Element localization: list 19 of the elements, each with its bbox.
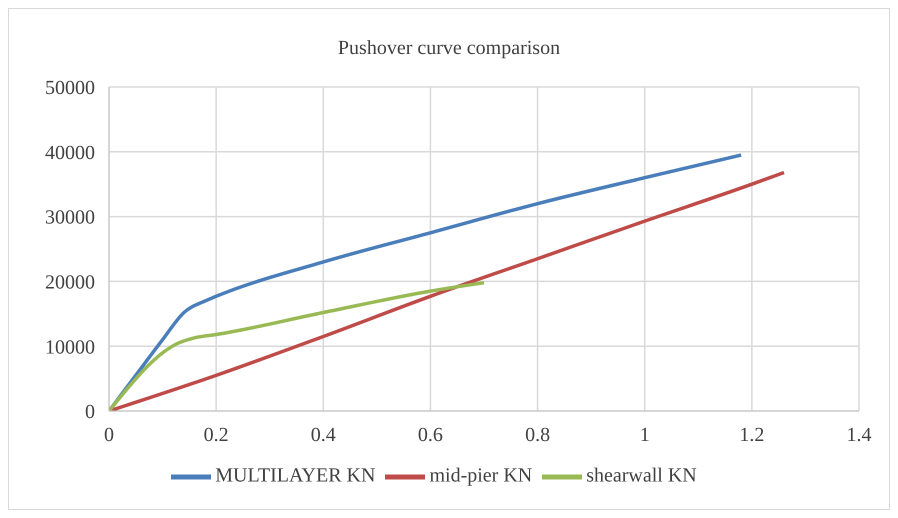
x-tick-label: 0.4 (310, 424, 336, 446)
x-tick-label: 0.6 (418, 424, 443, 446)
chart-title: Pushover curve comparison (336, 36, 562, 61)
x-tick-label: 1.2 (739, 424, 764, 446)
y-tick-label: 10000 (45, 336, 95, 358)
y-tick-label: 40000 (45, 142, 95, 164)
line-series (109, 280, 486, 411)
legend-label: MULTILAYER KN (215, 464, 376, 487)
x-tick-label: 0.8 (525, 424, 550, 446)
x-tick-label: 1 (640, 424, 650, 446)
y-tick-label: 30000 (45, 206, 95, 229)
y-tick-label: 0 (85, 401, 95, 424)
y-tick-label: 20000 (45, 272, 95, 294)
x-tick-label: 0 (104, 424, 114, 446)
x-tick-label: 0.2 (204, 424, 229, 446)
x-tick-label: 1.4 (846, 424, 872, 446)
legend-label: shearwall KN (586, 464, 697, 487)
legend-label: mid-pier KN (429, 464, 532, 487)
y-tick-label: 50000 (45, 77, 95, 100)
